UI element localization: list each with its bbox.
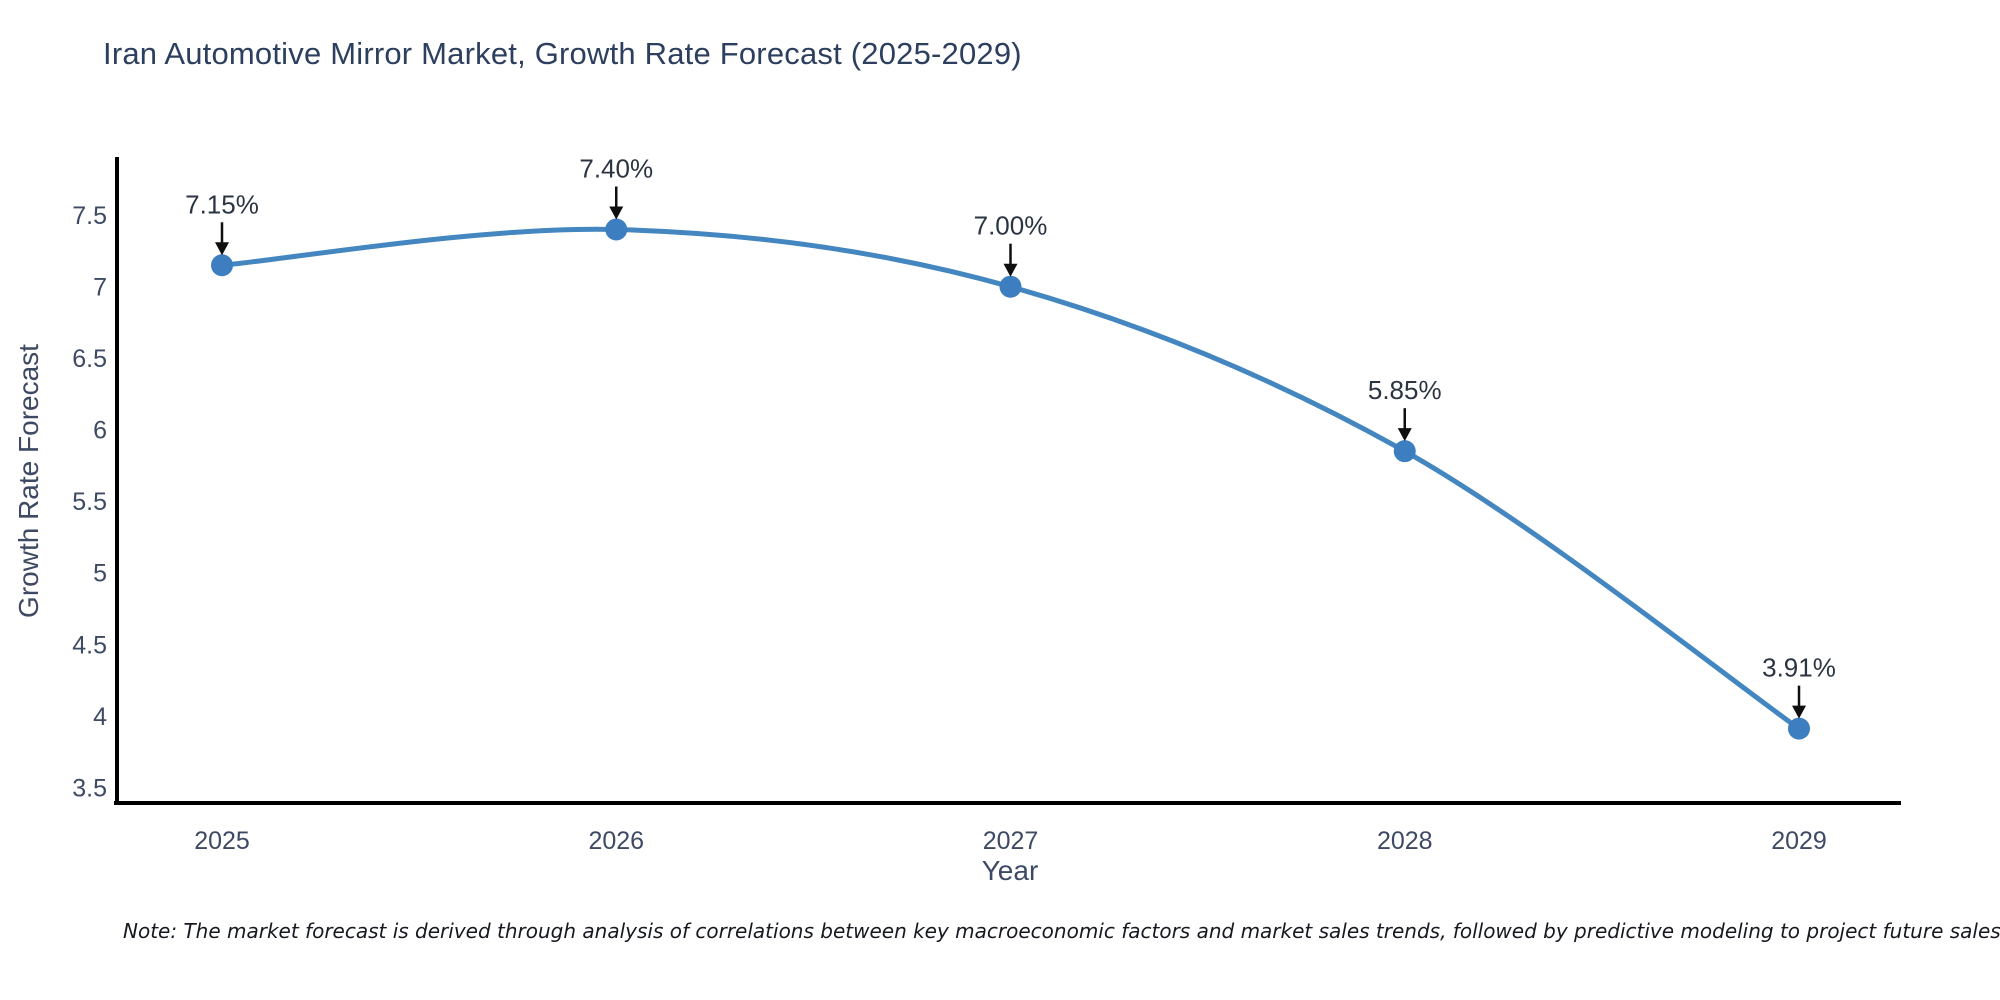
y-tick-label: 6.5	[72, 345, 107, 373]
chart-title: Iran Automotive Mirror Market, Growth Ra…	[103, 36, 1022, 71]
annotation-arrowhead	[1792, 705, 1806, 719]
y-axis-ticks: 3.5 4 4.5 5 5.5 6 6.5 7 7.5	[72, 202, 107, 802]
data-point-marker	[211, 254, 233, 277]
annotation-arrowhead	[609, 206, 624, 220]
x-tick-label: 2028	[1377, 827, 1433, 855]
y-tick-label: 3.5	[72, 774, 107, 802]
data-point-marker	[1393, 440, 1416, 463]
annotations: 7.15% 7.40% 7.00% 5.85% 3.91%	[185, 154, 1836, 719]
trend-line	[219, 226, 1802, 732]
x-tick-label: 2027	[983, 827, 1039, 855]
data-point-marker	[999, 275, 1022, 298]
data-point-label: 7.00%	[974, 211, 1048, 241]
y-tick-label: 6	[93, 417, 107, 445]
y-tick-label: 5.5	[72, 488, 107, 516]
y-tick-label: 7	[93, 274, 107, 302]
y-tick-label: 7.5	[72, 202, 107, 230]
y-tick-label: 4.5	[72, 631, 107, 659]
data-point-marker	[1788, 717, 1810, 740]
x-tick-label: 2025	[194, 827, 250, 855]
annotation-arrowhead	[1003, 263, 1018, 277]
x-tick-label: 2029	[1771, 827, 1827, 855]
data-points	[211, 218, 1810, 740]
y-tick-label: 4	[93, 703, 107, 731]
data-point-label: 7.40%	[579, 154, 653, 184]
y-axis-title: Growth Rate Forecast	[13, 344, 44, 618]
x-tick-label: 2026	[588, 827, 644, 855]
annotation-arrowhead	[215, 242, 229, 256]
annotation-arrowhead	[1397, 428, 1412, 442]
x-axis-ticks: 2025 2026 2027 2028 2029	[194, 827, 1827, 855]
data-point-label: 5.85%	[1368, 375, 1442, 405]
y-tick-label: 5	[93, 560, 107, 588]
footnote: Note: The market forecast is derived thr…	[123, 919, 2000, 943]
data-point-label: 3.91%	[1762, 653, 1836, 683]
x-axis-title: Year	[982, 855, 1039, 886]
data-point-marker	[605, 218, 628, 241]
data-point-label: 7.15%	[185, 189, 259, 219]
